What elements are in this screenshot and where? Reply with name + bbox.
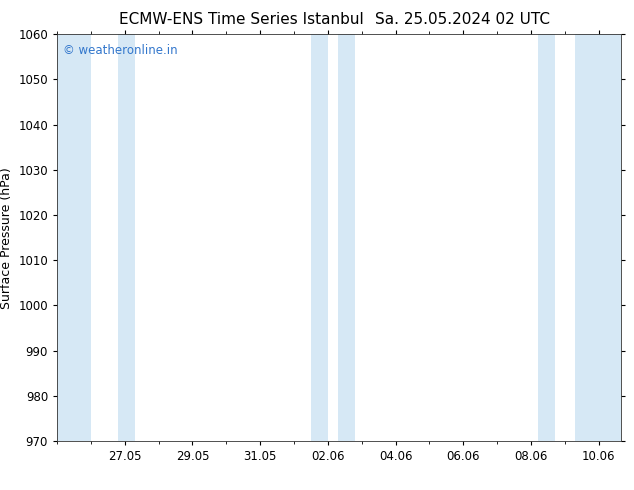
Bar (575, 34, 621, 441)
Bar (538, 34, 555, 441)
Text: © weatheronline.in: © weatheronline.in (63, 45, 178, 57)
Text: ECMW-ENS Time Series Istanbul: ECMW-ENS Time Series Istanbul (119, 12, 363, 27)
Bar (338, 34, 355, 441)
Bar (118, 34, 135, 441)
Bar (311, 34, 328, 441)
Text: Sa. 25.05.2024 02 UTC: Sa. 25.05.2024 02 UTC (375, 12, 550, 27)
Y-axis label: Surface Pressure (hPa): Surface Pressure (hPa) (0, 167, 13, 309)
Bar (57, 34, 91, 441)
